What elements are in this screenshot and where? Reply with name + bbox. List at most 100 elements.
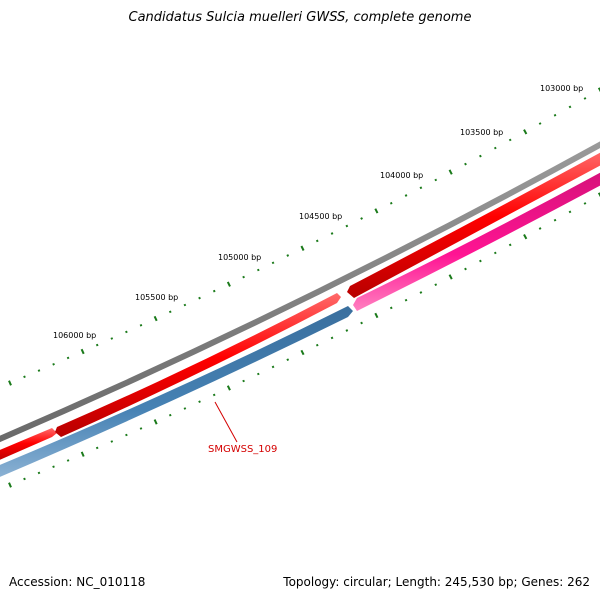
ruler-tick-minor	[508, 138, 512, 142]
inner-ruler-tick-major	[226, 385, 231, 391]
ruler-tick-minor	[538, 122, 542, 125]
ruler-tick-minor	[553, 113, 557, 117]
ruler-tick-minor	[434, 178, 438, 182]
gene-label-smgwss-109: SMGWSS_109	[208, 444, 277, 455]
inner-ruler-tick-major	[597, 192, 600, 198]
inner-ruler-tick-minor	[315, 343, 319, 347]
inner-ruler-tick-minor	[583, 202, 587, 205]
genome-summary-text: Topology: circular; Length: 245,530 bp; …	[283, 575, 590, 589]
ruler-tick-major	[374, 208, 379, 214]
ruler-tick-minor	[139, 323, 143, 327]
ruler-tick-minor	[271, 261, 275, 265]
ruler-tick-major	[300, 245, 305, 251]
ruler-tick-minor	[198, 296, 201, 300]
ruler-tick-minor	[493, 146, 497, 150]
inner-ruler-tick-minor	[568, 210, 572, 214]
inner-ruler-tick-minor	[110, 440, 114, 443]
ruler-tick-minor	[125, 330, 128, 334]
ruler-tick-minor	[212, 289, 216, 293]
ruler-tick-minor	[479, 154, 482, 158]
ruler-tick-minor	[315, 239, 319, 243]
callout-leader-line	[214, 401, 238, 443]
ruler-tick-minor	[23, 375, 26, 379]
ruler-tick-minor	[66, 356, 70, 360]
ruler-tick-minor	[360, 217, 363, 220]
inner-ruler-tick-minor	[286, 358, 290, 362]
reverse-gene-blue	[0, 306, 353, 477]
ruler-tick-major	[8, 380, 12, 386]
inner-ruler-tick-minor	[95, 446, 99, 450]
ruler-tick-minor	[110, 337, 114, 340]
ruler-label-104000: 104000 bp	[380, 171, 423, 180]
inner-ruler-tick-minor	[553, 218, 557, 222]
inner-ruler-tick-minor	[168, 413, 172, 417]
inner-ruler-tick-minor	[37, 471, 41, 475]
inner-ruler-tick-minor	[198, 400, 201, 404]
ruler-label-103500: 103500 bp	[460, 128, 503, 137]
inner-ruler-tick-major	[153, 419, 158, 425]
ruler-tick-minor	[404, 194, 408, 197]
ruler-tick-major	[448, 169, 453, 175]
inner-ruler-tick-minor	[360, 321, 363, 325]
ruler-tick-minor	[583, 97, 587, 100]
inner-ruler-tick-major	[300, 349, 305, 356]
ruler-tick-minor	[242, 275, 245, 279]
reverse-gene-pink	[353, 172, 600, 311]
inner-ruler-tick-minor	[434, 283, 438, 287]
inner-ruler-tick-minor	[404, 298, 408, 302]
ruler-tick-minor	[37, 369, 41, 372]
forward-gene-left	[0, 428, 57, 460]
ruler-tick-minor	[330, 232, 334, 235]
inner-ruler-tick-minor	[389, 306, 393, 310]
ruler-tick-major	[80, 348, 85, 355]
ruler-tick-minor	[464, 162, 467, 166]
inner-ruler-ticks	[8, 192, 600, 488]
ruler-label-103000: 103000 bp	[540, 84, 583, 93]
inner-ruler-tick-minor	[508, 243, 512, 247]
inner-ruler-tick-minor	[139, 427, 143, 430]
inner-ruler-tick-minor	[479, 259, 482, 263]
accession-text: Accession: NC_010118	[9, 575, 146, 589]
ruler-labels: 103000 bp 103500 bp 104000 bp 104500 bp …	[53, 84, 583, 340]
backbone-track	[0, 141, 600, 443]
ruler-label-105500: 105500 bp	[135, 293, 178, 302]
ruler-tick-minor	[345, 224, 349, 228]
ruler-tick-major	[597, 87, 600, 93]
ruler-tick-minor	[95, 343, 99, 347]
ruler-tick-minor	[286, 254, 290, 257]
ruler-tick-minor	[168, 310, 172, 314]
inner-ruler-tick-minor	[242, 379, 245, 383]
inner-ruler-tick-major	[80, 451, 85, 457]
ruler-tick-minor	[183, 303, 187, 307]
inner-ruler-tick-minor	[23, 477, 26, 481]
forward-gene-right	[347, 152, 600, 298]
inner-ruler-tick-minor	[212, 393, 216, 397]
inner-ruler-tick-minor	[419, 291, 423, 294]
inner-ruler-tick-minor	[66, 459, 70, 462]
inner-ruler-tick-minor	[538, 227, 542, 230]
forward-gene-middle	[55, 293, 341, 437]
ruler-tick-major	[523, 129, 528, 135]
map-title: Candidatus Sulcia muelleri GWSS, complet…	[128, 10, 472, 25]
inner-ruler-tick-minor	[52, 465, 55, 468]
ruler-tick-minor	[568, 105, 572, 109]
ruler-label-105000: 105000 bp	[218, 253, 261, 262]
inner-ruler-tick-minor	[493, 251, 497, 255]
ruler-ticks	[8, 87, 600, 386]
inner-ruler-tick-minor	[330, 336, 334, 340]
inner-ruler-tick-major	[374, 312, 379, 319]
inner-ruler-tick-minor	[271, 365, 275, 369]
inner-ruler-tick-minor	[256, 372, 260, 376]
ruler-tick-minor	[256, 268, 260, 272]
ruler-tick-major	[153, 315, 158, 322]
ruler-tick-minor	[389, 201, 393, 205]
ruler-label-104500: 104500 bp	[299, 212, 342, 221]
inner-ruler-tick-major	[8, 482, 12, 488]
inner-ruler-tick-minor	[464, 267, 467, 271]
inner-ruler-tick-minor	[345, 329, 349, 332]
ruler-tick-minor	[52, 362, 55, 366]
ruler-tick-major	[226, 281, 231, 287]
ruler-label-106000: 106000 bp	[53, 331, 96, 340]
inner-ruler-tick-minor	[183, 407, 187, 410]
